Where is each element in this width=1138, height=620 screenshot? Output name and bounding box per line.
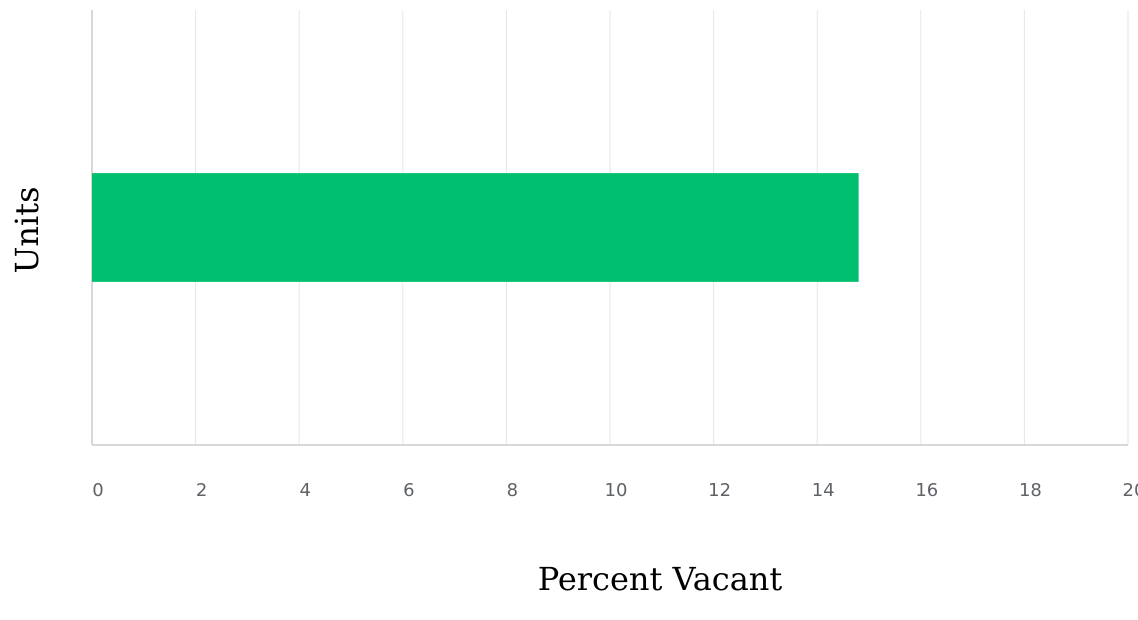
x-tick-label: 6 [403, 480, 414, 501]
bars [92, 173, 859, 282]
x-tick-labels: 0 2 4 6 8 10 12 14 16 18 20 [92, 480, 1138, 501]
x-tick-label: 14 [812, 480, 835, 501]
x-tick-label: 12 [708, 480, 731, 501]
x-tick-label: 2 [196, 480, 207, 501]
x-tick-label: 0 [92, 480, 103, 501]
bar [92, 173, 859, 282]
y-axis-title: Units [8, 186, 46, 273]
x-tick-label: 20 [1123, 480, 1138, 501]
x-tick-label: 8 [507, 480, 518, 501]
x-axis-title: Percent Vacant [538, 560, 783, 598]
x-tick-label: 18 [1019, 480, 1042, 501]
x-tick-label: 10 [605, 480, 628, 501]
x-tick-label: 16 [915, 480, 938, 501]
x-tick-label: 4 [299, 480, 310, 501]
